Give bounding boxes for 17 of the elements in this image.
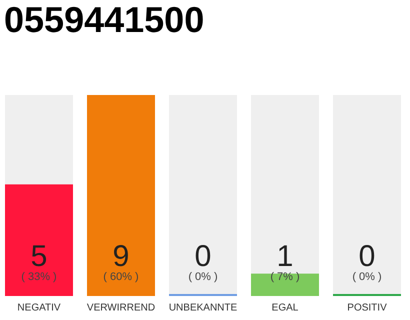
bar xyxy=(251,274,319,296)
x-tick-label: NEGATIV xyxy=(17,302,61,314)
x-tick-label: UNBEKANNTE xyxy=(168,302,238,314)
data-label: 1 xyxy=(276,240,294,273)
data-label: 0 xyxy=(358,240,376,273)
annotation: ( 0% ) xyxy=(188,271,218,283)
annotation: ( 60% ) xyxy=(103,271,139,283)
x-tick-label: VERWIRREND xyxy=(86,302,156,314)
data-label: 0 xyxy=(194,240,212,273)
x-tick-label: EGAL xyxy=(272,302,299,314)
data-label: 5 xyxy=(30,240,48,273)
data-label: 9 xyxy=(112,240,130,273)
annotation: ( 7% ) xyxy=(270,271,300,283)
chart-title: 0559441500 xyxy=(4,0,204,40)
annotation: ( 0% ) xyxy=(352,271,382,283)
x-tick-label: POSITIV xyxy=(347,302,388,314)
annotation: ( 33% ) xyxy=(21,271,57,283)
